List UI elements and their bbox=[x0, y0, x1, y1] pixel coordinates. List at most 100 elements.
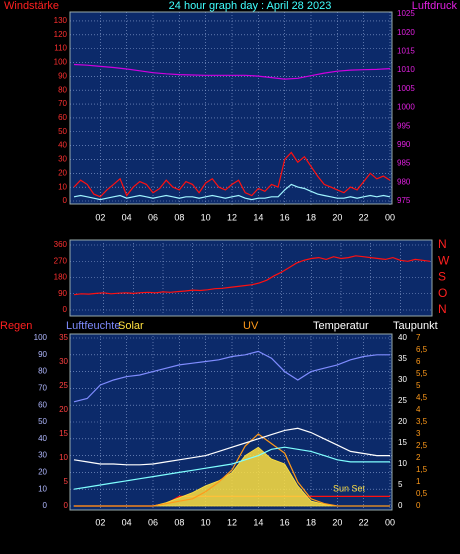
y-tick-label: 90 bbox=[58, 289, 67, 298]
series-label: Luftfeuchte bbox=[66, 320, 120, 332]
y2-tick-label: 20 bbox=[59, 405, 68, 414]
y4-tick-label: 7 bbox=[416, 333, 421, 342]
line bbox=[73, 151, 391, 198]
x-tick-label: 20 bbox=[332, 212, 342, 222]
y2-tick-label: O bbox=[438, 286, 447, 300]
y-axis-label: Windstärke bbox=[4, 0, 59, 12]
y3-tick-label: 5 bbox=[398, 480, 403, 489]
y2-tick-label: 990 bbox=[397, 140, 411, 149]
x-tick-label: 02 bbox=[95, 517, 105, 527]
y-tick-label: 50 bbox=[38, 417, 47, 426]
x-tick-label: 22 bbox=[359, 212, 369, 222]
y-tick-label: 40 bbox=[58, 141, 67, 150]
x-tick-label: 20 bbox=[332, 517, 342, 527]
annotation: Sun Set bbox=[333, 483, 366, 493]
y-tick-label: 70 bbox=[58, 99, 67, 108]
x-tick-label: 04 bbox=[122, 212, 132, 222]
x-tick-label: 14 bbox=[253, 517, 263, 527]
x-tick-label: 02 bbox=[95, 212, 105, 222]
y2-tick-label: 995 bbox=[397, 121, 411, 130]
chart-title: 24 hour graph day : April 28 2023 bbox=[169, 0, 332, 12]
x-tick-label: 10 bbox=[201, 517, 211, 527]
y2-axis-label: Luftdruck bbox=[412, 0, 458, 12]
y4-tick-label: 5,5 bbox=[416, 369, 428, 378]
y-tick-label: 130 bbox=[54, 16, 68, 25]
y3-tick-label: 0 bbox=[398, 501, 403, 510]
x-tick-label: 00 bbox=[385, 212, 395, 222]
y4-tick-label: 1 bbox=[416, 477, 421, 486]
line bbox=[73, 427, 390, 466]
y2-tick-label: 1005 bbox=[397, 84, 415, 93]
line bbox=[73, 255, 431, 296]
y4-tick-label: 4 bbox=[416, 405, 421, 414]
y2-tick-label: 980 bbox=[397, 177, 411, 186]
y2-tick-label: 985 bbox=[397, 159, 411, 168]
y-tick-label: 270 bbox=[54, 256, 68, 265]
y-tick-label: 120 bbox=[54, 30, 68, 39]
y-tick-label: 30 bbox=[58, 155, 67, 164]
y-tick-label: 50 bbox=[58, 127, 67, 136]
panel-wind-direction bbox=[69, 239, 433, 317]
y2-tick-label: N bbox=[438, 237, 447, 251]
x-tick-label: 10 bbox=[201, 212, 211, 222]
x-tick-label: 06 bbox=[148, 212, 158, 222]
x-tick-label: 18 bbox=[306, 212, 316, 222]
y4-tick-label: 5 bbox=[416, 381, 421, 390]
y2-tick-label: 0 bbox=[64, 501, 69, 510]
y3-tick-label: 15 bbox=[398, 438, 407, 447]
y4-tick-label: 3,5 bbox=[416, 417, 428, 426]
y-tick-label: 0 bbox=[43, 501, 48, 510]
y2-tick-label: 30 bbox=[59, 357, 68, 366]
y-tick-label: 70 bbox=[38, 384, 47, 393]
y4-tick-label: 1,5 bbox=[416, 465, 428, 474]
y2-tick-label: W bbox=[438, 253, 450, 267]
x-tick-label: 14 bbox=[253, 212, 263, 222]
y2-tick-label: 1020 bbox=[397, 28, 415, 37]
line bbox=[73, 183, 391, 201]
series-label: UV bbox=[243, 320, 259, 332]
x-tick-label: 22 bbox=[359, 517, 369, 527]
y2-tick-label: 1015 bbox=[397, 47, 415, 56]
x-tick-label: 08 bbox=[174, 212, 184, 222]
x-tick-label: 12 bbox=[227, 212, 237, 222]
y-tick-label: 40 bbox=[38, 434, 47, 443]
y4-tick-label: 3 bbox=[416, 429, 421, 438]
y2-tick-label: 15 bbox=[59, 429, 68, 438]
y-tick-label: 10 bbox=[58, 182, 67, 191]
y2-tick-label: 35 bbox=[59, 333, 68, 342]
y-tick-label: 180 bbox=[54, 273, 68, 282]
y-tick-label: 90 bbox=[58, 71, 67, 80]
y3-tick-label: 40 bbox=[398, 333, 407, 342]
y-tick-label: 60 bbox=[38, 400, 47, 409]
x-tick-label: 08 bbox=[174, 517, 184, 527]
x-tick-label: 16 bbox=[280, 517, 290, 527]
y-tick-label: 20 bbox=[38, 468, 47, 477]
x-tick-label: 06 bbox=[148, 517, 158, 527]
y-tick-label: 110 bbox=[54, 44, 67, 53]
y-tick-label: 100 bbox=[54, 58, 68, 67]
y-tick-label: 30 bbox=[38, 451, 47, 460]
y2-tick-label: 1025 bbox=[397, 9, 415, 18]
x-tick-label: 00 bbox=[385, 517, 395, 527]
y4-tick-label: 6,5 bbox=[416, 345, 428, 354]
series-label: Solar bbox=[118, 320, 144, 332]
y4-tick-label: 0,5 bbox=[416, 489, 428, 498]
y-tick-label: 0 bbox=[63, 196, 68, 205]
series-label: Regen bbox=[0, 320, 32, 332]
line bbox=[73, 63, 391, 80]
y4-tick-label: 2 bbox=[416, 453, 421, 462]
y3-tick-label: 35 bbox=[398, 354, 407, 363]
y-tick-label: 60 bbox=[58, 113, 67, 122]
y4-tick-label: 0 bbox=[416, 501, 421, 510]
line bbox=[73, 446, 390, 490]
y-tick-label: 80 bbox=[58, 85, 67, 94]
y3-tick-label: 20 bbox=[398, 417, 407, 426]
y4-tick-label: 4,5 bbox=[416, 393, 428, 402]
y-tick-label: 100 bbox=[34, 333, 48, 342]
panel-wind-pressure bbox=[69, 11, 393, 205]
y3-tick-label: 30 bbox=[398, 375, 407, 384]
y2-tick-label: 5 bbox=[64, 477, 69, 486]
y-tick-label: 0 bbox=[63, 305, 68, 314]
y2-tick-label: 975 bbox=[397, 196, 411, 205]
